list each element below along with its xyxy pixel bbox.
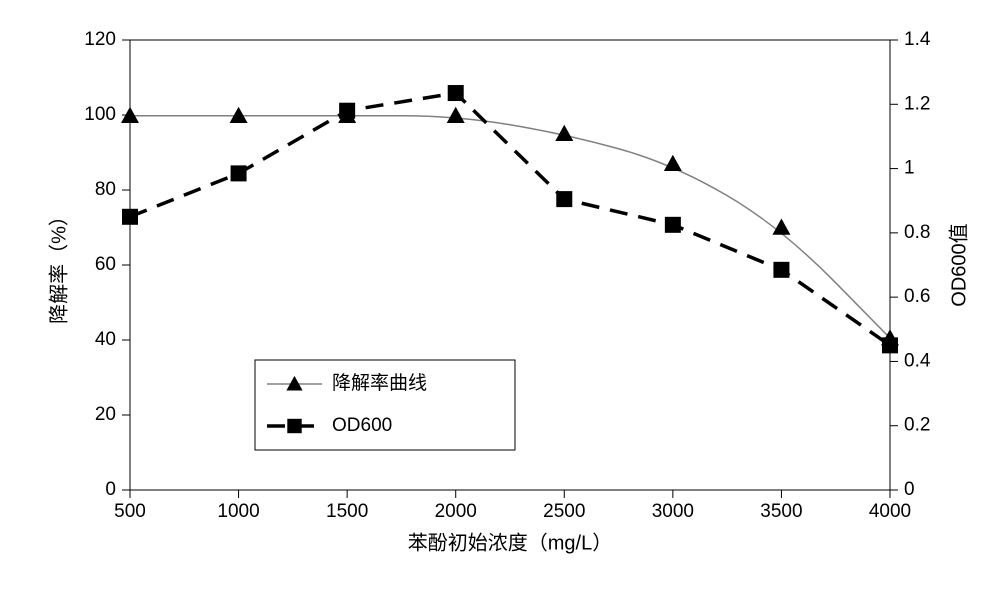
svg-text:1500: 1500: [326, 501, 368, 522]
chart-container: 5001000150020002500300035004000苯酚初始浓度（mg…: [0, 0, 1000, 604]
svg-text:60: 60: [95, 254, 116, 275]
svg-text:2500: 2500: [543, 501, 585, 522]
svg-text:2000: 2000: [435, 501, 477, 522]
svg-text:1.4: 1.4: [904, 29, 931, 50]
y-right-axis-label: OD600值: [947, 223, 970, 306]
svg-text:100: 100: [84, 104, 116, 125]
svg-text:0.4: 0.4: [904, 350, 931, 371]
x-axis-label: 苯酚初始浓度（mg/L）: [408, 531, 612, 554]
svg-text:500: 500: [114, 501, 146, 522]
dual-axis-line-chart: 5001000150020002500300035004000苯酚初始浓度（mg…: [0, 0, 1000, 604]
svg-text:0: 0: [904, 479, 915, 500]
svg-text:20: 20: [95, 404, 116, 425]
svg-text:0.6: 0.6: [904, 286, 930, 307]
legend-label-degradation: 降解率曲线: [332, 372, 427, 394]
svg-text:80: 80: [95, 179, 116, 200]
svg-text:3000: 3000: [652, 501, 694, 522]
svg-text:120: 120: [84, 29, 116, 50]
svg-text:0: 0: [105, 479, 116, 500]
y-left-axis-label: 降解率（%）: [47, 206, 70, 324]
svg-text:1.2: 1.2: [904, 93, 930, 114]
svg-text:0.8: 0.8: [904, 222, 930, 243]
svg-text:1000: 1000: [217, 501, 259, 522]
legend-label-od600: OD600: [332, 415, 392, 436]
svg-text:3500: 3500: [760, 501, 802, 522]
svg-text:1: 1: [904, 158, 915, 179]
svg-text:40: 40: [95, 329, 116, 350]
svg-text:0.2: 0.2: [904, 415, 930, 436]
svg-text:4000: 4000: [869, 501, 911, 522]
